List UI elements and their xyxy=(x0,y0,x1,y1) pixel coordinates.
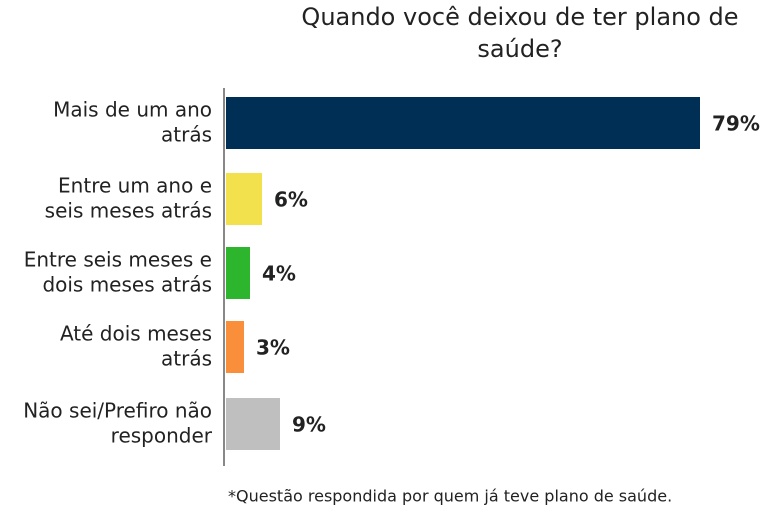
y-tick-label: Mais de um ano atrás xyxy=(53,97,212,146)
y-tick-label: Entre um ano e seis meses atrás xyxy=(45,173,212,222)
bar xyxy=(226,247,250,299)
bar xyxy=(226,97,700,149)
data-label: 9% xyxy=(292,413,326,437)
y-tick-label: Não sei/Prefiro não responder xyxy=(23,398,213,447)
y-tick-label: Até dois meses atrás xyxy=(60,321,212,370)
data-label: 4% xyxy=(262,262,296,286)
bar xyxy=(226,321,244,373)
data-label: 79% xyxy=(712,112,760,136)
footnote: *Questão respondida por quem já teve pla… xyxy=(228,487,672,506)
data-label: 6% xyxy=(274,188,308,212)
bar xyxy=(226,398,280,450)
chart-title: Quando você deixou de ter plano de saúde? xyxy=(301,3,738,63)
bar xyxy=(226,173,262,225)
data-label: 3% xyxy=(256,336,290,360)
y-tick-label: Entre seis meses e dois meses atrás xyxy=(24,247,212,296)
